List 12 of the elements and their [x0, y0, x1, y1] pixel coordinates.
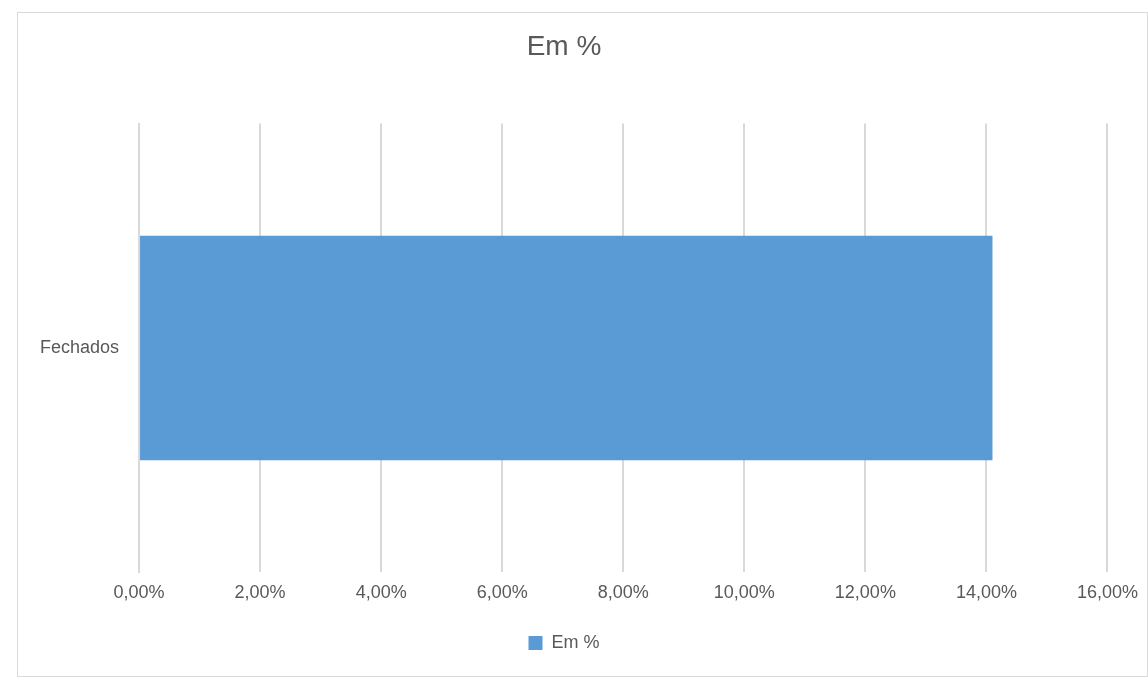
x-tick-label: 14,00% [955, 582, 1017, 603]
x-tick-label: 12,00% [834, 582, 896, 603]
x-tick-label: 2,00% [234, 582, 286, 603]
x-tick-label: 8,00% [597, 582, 649, 603]
x-tick-label: 16,00% [1076, 582, 1139, 603]
y-tick-label: Fechados [39, 336, 120, 357]
chart-title: Em % [526, 29, 602, 61]
x-tick-label: 4,00% [355, 582, 407, 603]
x-tick-label: 10,00% [713, 582, 775, 603]
x-tick-label: 6,00% [476, 582, 528, 603]
legend-label: Em % [551, 631, 600, 652]
x-tick-label: 0,00% [113, 582, 165, 603]
